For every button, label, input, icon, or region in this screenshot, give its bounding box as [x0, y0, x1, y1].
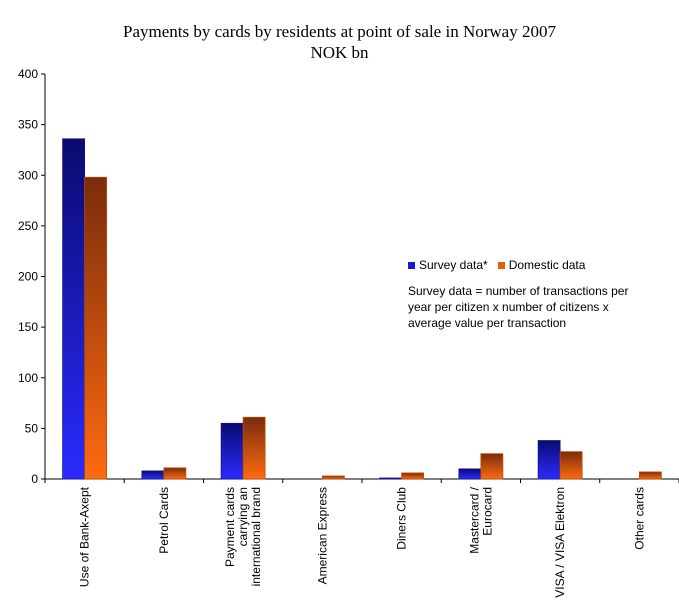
chart-title: Payments by cards by residents at point …	[123, 22, 556, 41]
legend-label-survey: Survey data*	[419, 258, 488, 272]
y-tick-label: 150	[18, 320, 38, 334]
bar-domestic	[242, 416, 266, 480]
bar-survey	[220, 422, 244, 480]
chart-subtitle: NOK bn	[310, 43, 369, 62]
x-tick-label: Use of Bank-Axept	[78, 486, 92, 587]
y-tick-label: 50	[25, 421, 39, 435]
x-tick-label: VISA / VISA Elektron	[553, 487, 567, 598]
x-tick-label: Payment cards	[223, 487, 237, 567]
bar-survey	[537, 440, 561, 480]
bar-domestic	[321, 475, 345, 480]
x-tick-label: carrying an	[236, 487, 250, 546]
legend-swatch-domestic	[497, 261, 505, 269]
bar-domestic	[559, 451, 583, 480]
bar-survey	[141, 470, 165, 480]
bar-domestic	[638, 471, 662, 480]
x-tick-label: international brand	[249, 487, 263, 586]
legend-swatch-survey	[408, 261, 415, 269]
tick-labels: 0 50 100 150 200 250 300 350 400 Use of Bank-Axep…	[18, 67, 646, 598]
bar-domestic	[401, 472, 425, 480]
bars	[62, 138, 662, 480]
x-tick-label: Other cards	[632, 487, 646, 550]
y-tick-label: 350	[18, 118, 38, 132]
bar-domestic	[480, 453, 504, 480]
survey-note: Survey data = number of transactions per…	[408, 284, 629, 330]
y-tick-label: 0	[31, 472, 38, 486]
bar-survey	[379, 477, 403, 480]
y-tick-label: 400	[18, 67, 38, 81]
x-tick-label: Mastercard /	[467, 486, 481, 553]
legend-label-domestic: Domestic data	[508, 258, 586, 272]
legend: Survey data* Domestic data Survey data =…	[408, 257, 638, 331]
x-tick-label: Diners Club	[395, 487, 409, 550]
x-tick-label: Eurocard	[480, 487, 494, 536]
y-tick-label: 250	[18, 219, 38, 233]
bar-domestic	[84, 176, 108, 480]
bar-survey	[458, 468, 482, 480]
y-tick-label: 100	[18, 371, 38, 385]
bar-survey	[62, 138, 86, 480]
y-tick-label: 200	[18, 270, 38, 284]
x-tick-label: American Express	[315, 487, 329, 584]
bar-domestic	[163, 467, 187, 480]
x-tick-label: Petrol Cards	[157, 487, 171, 554]
y-tick-label: 300	[18, 168, 38, 182]
